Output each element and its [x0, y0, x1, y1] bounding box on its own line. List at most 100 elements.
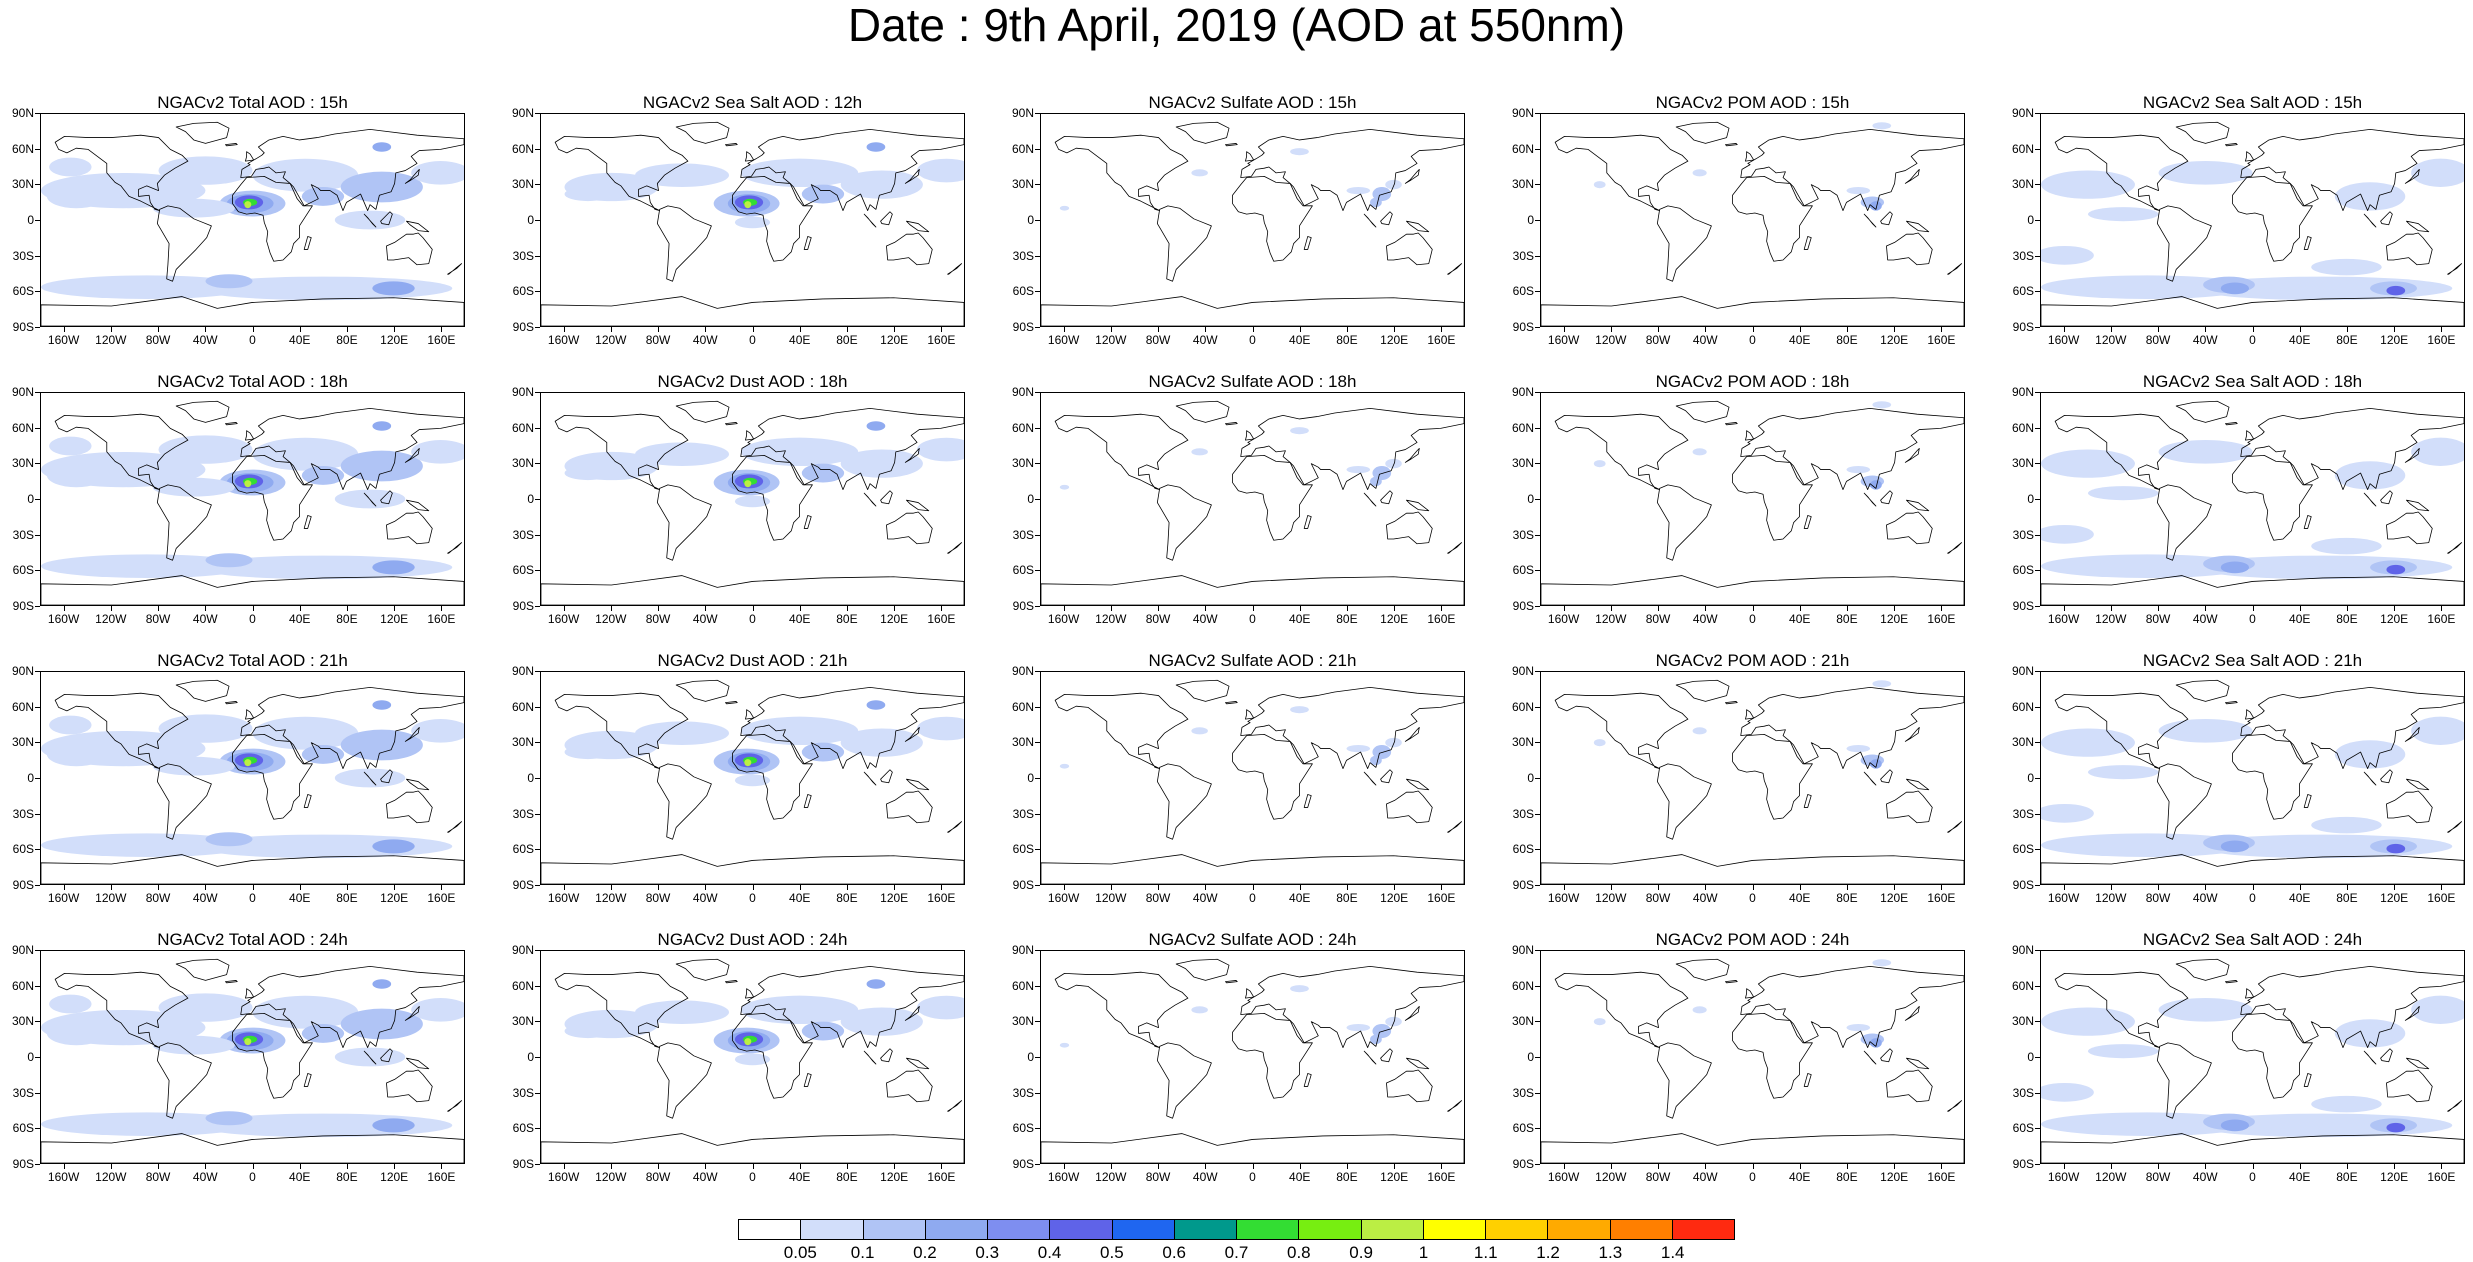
longitude-tick	[1658, 885, 1660, 890]
coastline-4	[2232, 734, 2313, 820]
coastline-13	[303, 236, 312, 250]
longitude-tick	[799, 327, 801, 332]
longitude-tick	[394, 1164, 396, 1169]
coastline-13	[1803, 236, 1812, 250]
aod-contour-11	[801, 463, 845, 483]
aod-contour-0	[2041, 170, 2135, 199]
coastline-0	[554, 134, 689, 211]
longitude-label: 0	[749, 891, 756, 905]
aod-contour-1	[635, 442, 730, 467]
latitude-label: 60S	[1012, 842, 1034, 857]
latitude-tick	[1035, 1021, 1040, 1023]
longitude-tick	[799, 606, 801, 611]
aod-contour-11	[2041, 1082, 2094, 1102]
coastline-5	[2386, 1069, 2433, 1103]
coastline-8	[1404, 447, 1420, 463]
latitude-tick	[1035, 184, 1040, 186]
aod-contour-4	[1593, 739, 1606, 747]
latitude-tick	[1535, 327, 1540, 328]
coastline-6	[541, 575, 964, 605]
latitude-label: 30S	[1012, 248, 1034, 263]
longitude-label: 40E	[1289, 891, 1311, 905]
longitude-tick	[610, 885, 612, 890]
coastline-0	[1054, 692, 1189, 769]
aod-contour-5	[2041, 1112, 2253, 1136]
aod-contour-4	[411, 161, 464, 185]
coastline-9	[1863, 492, 1877, 507]
aod-contour-8	[41, 833, 253, 857]
longitude-tick	[441, 327, 443, 332]
map-panel: NGACv2 Sea Salt AOD : 24h 90N 60N 30N 0 30S 60…	[2000, 930, 2465, 1184]
latitude-tick	[535, 606, 540, 607]
aod-contour-8	[41, 275, 253, 299]
coastline-0	[54, 413, 189, 490]
coastline-7	[745, 151, 755, 162]
aod-contour-10	[744, 759, 752, 767]
latitude-tick	[535, 1092, 540, 1094]
aod-contour-3	[840, 449, 923, 478]
longitude-tick	[1799, 1164, 1801, 1169]
latitude-label: 90N	[1011, 106, 1034, 120]
longitude-label: 160E	[1427, 1170, 1456, 1184]
map-panel: NGACv2 POM AOD : 21h 90N 60N 30N 0 30S 60S 90S 1…	[1500, 651, 1965, 905]
colorbar-label: 1.4	[1660, 1243, 1685, 1262]
latitude-label: 60S	[512, 842, 534, 857]
coastline-10	[2380, 1048, 2393, 1063]
coastline-1	[1675, 958, 1730, 981]
coastline-10	[1880, 211, 1893, 226]
longitude-tick	[610, 606, 612, 611]
aod-contour-3	[840, 170, 923, 199]
longitude-label: 160W	[47, 333, 80, 347]
latitude-tick	[35, 291, 40, 293]
map-panel: NGACv2 Sulfate AOD : 24h 90N 60N 30N 0 30S 60S…	[1000, 930, 1465, 1184]
longitude-label: 160E	[427, 891, 456, 905]
aod-contour-4	[1385, 1016, 1402, 1027]
latitude-tick	[2035, 671, 2040, 672]
longitude-tick	[563, 885, 565, 890]
latitude-label: 90N	[2011, 106, 2034, 120]
aod-contour-19	[152, 477, 235, 497]
longitude-tick	[2394, 1164, 2396, 1169]
coastline-11	[1906, 220, 1930, 233]
aod-field	[2041, 437, 2464, 580]
longitude-tick	[1610, 1164, 1612, 1169]
coastline-9	[863, 492, 877, 507]
longitude-label: 160W	[47, 612, 80, 626]
aod-contour-5	[564, 1024, 612, 1039]
coastline-0	[554, 692, 689, 769]
longitude-label: 160E	[1427, 333, 1456, 347]
longitude-tick	[894, 1164, 896, 1169]
aod-field	[564, 979, 964, 1066]
longitude-label: 80E	[836, 333, 858, 347]
longitude-tick	[1158, 327, 1160, 332]
coastline-9	[363, 492, 377, 507]
coastline-9	[1863, 771, 1877, 786]
latitude-label: 60S	[1012, 1121, 1034, 1136]
coastline-12	[1725, 422, 1738, 426]
coastline-8	[1904, 447, 1920, 463]
aod-contour-2	[740, 437, 859, 467]
aod-contour-1	[2158, 161, 2253, 185]
longitude-label: 0	[1249, 333, 1256, 347]
longitude-tick	[205, 885, 207, 890]
coastline-10	[2380, 769, 2393, 784]
latitude-label: 0	[1027, 492, 1034, 506]
longitude-tick	[1346, 1164, 1348, 1169]
aod-contour-10	[2386, 285, 2406, 296]
coastline-13	[803, 1073, 812, 1087]
longitude-tick	[894, 885, 896, 890]
latitude-label: 60N	[511, 141, 534, 156]
longitude-label: 40E	[289, 612, 311, 626]
coastline-10	[380, 769, 393, 784]
aod-contour-8	[41, 554, 253, 578]
latitude-label: 60S	[512, 1121, 534, 1136]
aod-contour-12	[2311, 258, 2382, 276]
coastline-8	[404, 1005, 420, 1021]
coastline-0	[1554, 134, 1689, 211]
longitude-label: 40W	[692, 1170, 718, 1184]
longitude-tick	[2252, 885, 2254, 890]
latitude-label: 60N	[1011, 141, 1034, 156]
longitude-tick	[1705, 327, 1707, 332]
aod-contour-16	[244, 201, 252, 209]
longitude-label: 120W	[595, 333, 627, 347]
